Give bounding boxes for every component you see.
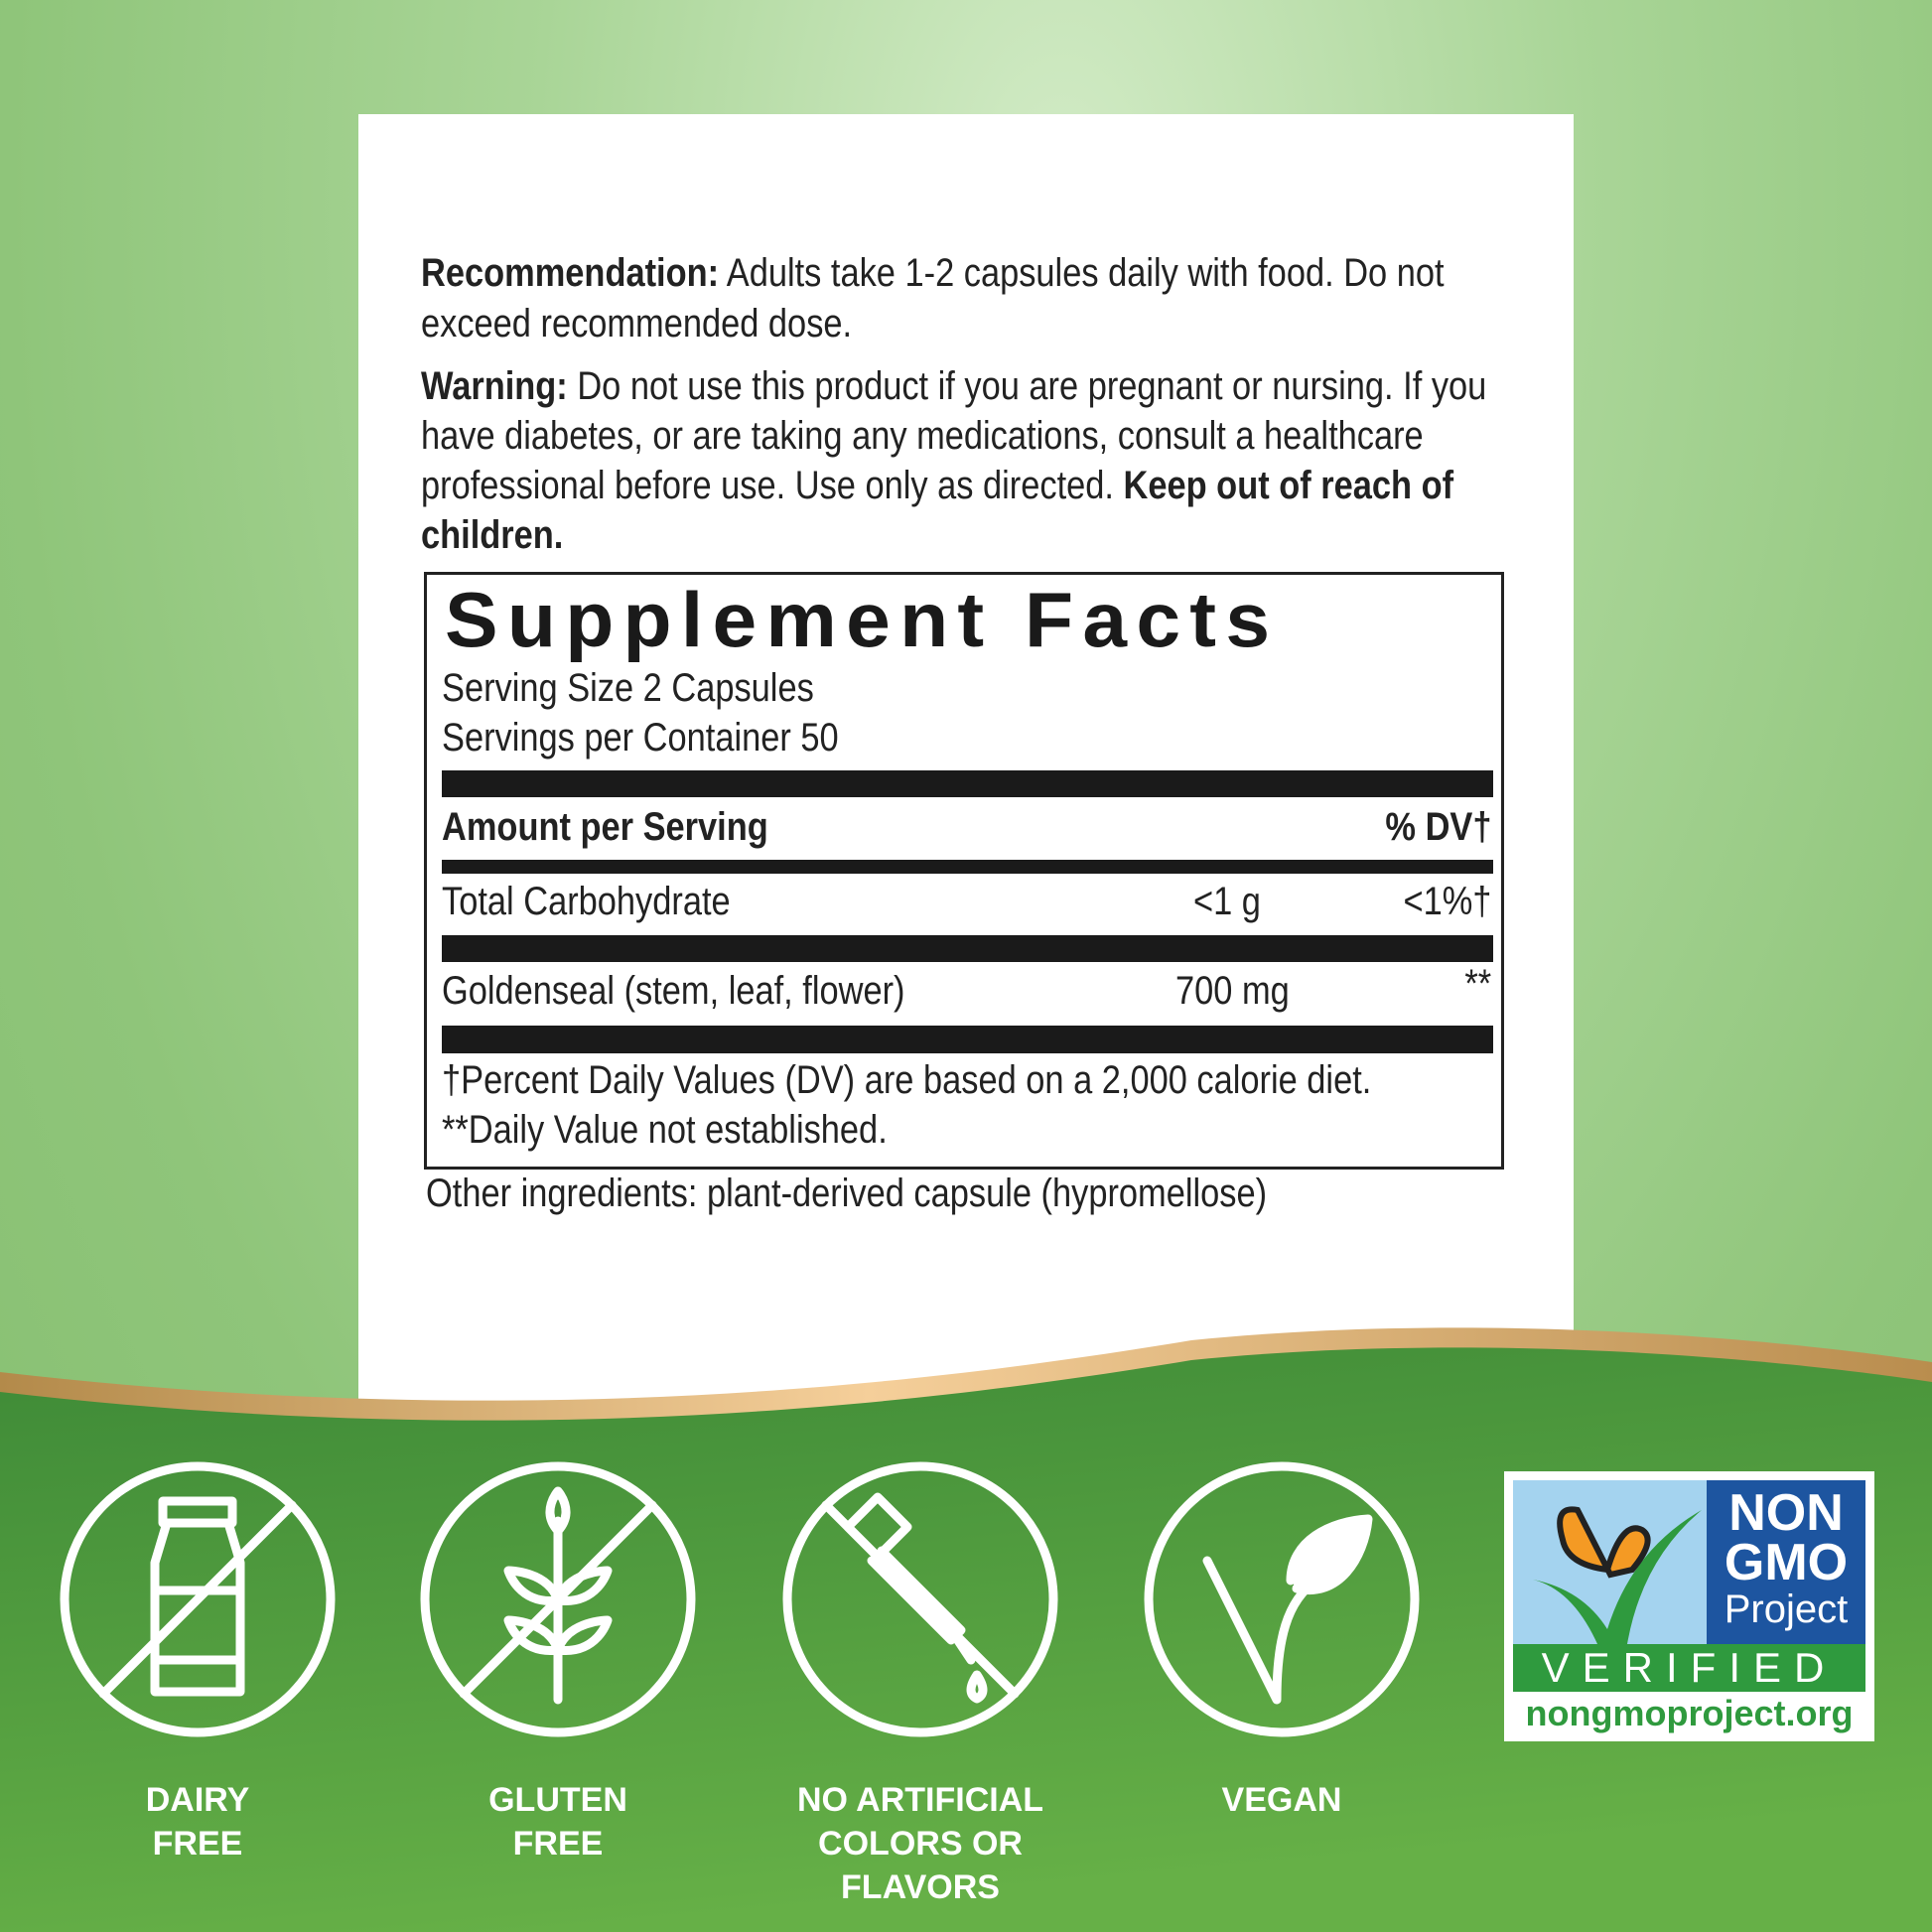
dairy-bottle-crossed-icon: [60, 1461, 336, 1737]
dv-header: % DV†: [1384, 805, 1491, 849]
badge-label-vegan: VEGAN: [1123, 1778, 1441, 1822]
amount-header: Amount per Serving: [442, 805, 768, 849]
row-dv: **: [1464, 962, 1491, 1006]
footnote-dv: †Percent Daily Values (DV) are based on …: [442, 1058, 1372, 1102]
non-gmo-verified-logo: NON GMO Project VERIFIED nongmoproject.o…: [1504, 1471, 1874, 1741]
butterfly-check-icon: [1533, 1506, 1702, 1644]
row-name: Goldenseal (stem, leaf, flower): [442, 969, 905, 1013]
divider-thick: [442, 935, 1493, 962]
warning-keep-away: Keep out of reach of children.: [421, 464, 1454, 557]
label-line: GLUTEN: [488, 1781, 627, 1819]
divider-thick: [442, 1026, 1493, 1053]
recommendation-label: Recommendation:: [421, 251, 720, 295]
facts-title: Supplement Facts: [445, 576, 1280, 663]
logo-non: NON: [1728, 1484, 1844, 1542]
warning-label: Warning:: [421, 364, 568, 408]
warning-text: Do not use this product if you are pregn…: [421, 364, 1487, 507]
divider-thick: [442, 770, 1493, 797]
leaf-check-icon: [1144, 1461, 1420, 1737]
divider-medium: [442, 860, 1493, 874]
label-line: DAIRY: [145, 1781, 250, 1819]
row-amount: 700 mg: [1175, 969, 1290, 1013]
servings-per-container: Servings per Container 50: [442, 716, 839, 759]
wheat-crossed-icon: [420, 1461, 696, 1737]
warning: Warning: Do not use this product if you …: [421, 361, 1497, 560]
badge-label-no-artificial: NO ARTIFICIAL COLORS OR FLAVORS: [761, 1778, 1079, 1909]
label-line: COLORS OR: [818, 1825, 1023, 1863]
logo-verified: VERIFIED: [1513, 1644, 1865, 1692]
label-line: FREE: [512, 1825, 604, 1863]
footnote-not-established: **Daily Value not established.: [442, 1108, 888, 1152]
dropper-crossed-icon: [782, 1461, 1058, 1737]
label-line: NO ARTIFICIAL: [796, 1781, 1044, 1819]
supplement-facts-panel: Supplement Facts Serving Size 2 Capsules…: [424, 572, 1504, 1170]
label-line: VEGAN: [1221, 1781, 1342, 1819]
logo-url: nongmoproject.org: [1525, 1693, 1854, 1733]
recommendation: Recommendation: Adults take 1-2 capsules…: [421, 248, 1497, 349]
badge-label-gluten-free: GLUTEN FREE: [399, 1778, 717, 1865]
recommendation-text: Adults take 1-2 capsules daily with food…: [421, 251, 1445, 345]
badge-label-dairy-free: DAIRY FREE: [39, 1778, 356, 1865]
serving-size: Serving Size 2 Capsules: [442, 666, 814, 710]
row-amount: <1 g: [1193, 880, 1261, 923]
logo-blue-block: NON GMO Project: [1707, 1480, 1865, 1644]
other-ingredients: Other ingredients: plant-derived capsule…: [426, 1172, 1268, 1215]
row-name: Total Carbohydrate: [442, 880, 731, 923]
label-line: FLAVORS: [841, 1868, 1000, 1906]
logo-gmo: GMO: [1724, 1534, 1849, 1591]
label-line: FREE: [152, 1825, 243, 1863]
row-dv: <1%†: [1403, 880, 1491, 923]
directions-text: Recommendation: Adults take 1-2 capsules…: [421, 248, 1497, 560]
logo-project: Project: [1724, 1587, 1849, 1631]
